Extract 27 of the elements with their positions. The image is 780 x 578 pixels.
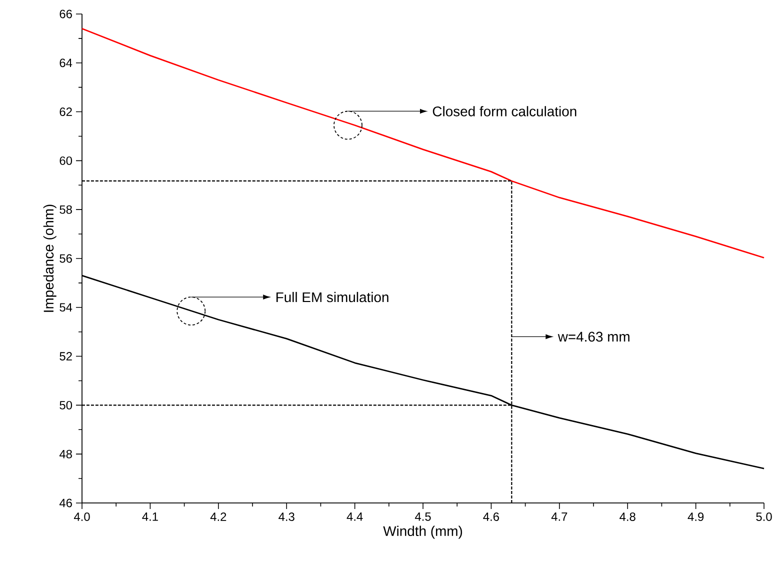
x-tick-label: 4.6 bbox=[483, 512, 499, 521]
x-tick-label: 4.3 bbox=[278, 512, 294, 521]
y-tick-label: 56 bbox=[60, 254, 72, 263]
y-axis-title: Impedance (ohm) bbox=[43, 204, 56, 312]
annotation: Full EM simulation bbox=[276, 292, 388, 302]
x-tick-label: 4.2 bbox=[210, 512, 226, 521]
x-tick-label: 5.0 bbox=[756, 512, 772, 521]
y-tick-label: 60 bbox=[60, 156, 72, 165]
y-tick-label: 52 bbox=[60, 352, 72, 361]
x-tick-label: 4.9 bbox=[688, 512, 704, 521]
x-tick-label: 4.1 bbox=[142, 512, 158, 521]
x-tick-label: 4.7 bbox=[551, 512, 568, 521]
x-axis-title: Windth (mm) bbox=[383, 526, 462, 539]
x-tick-label: 4.4 bbox=[346, 512, 363, 521]
y-tick-label: 62 bbox=[60, 108, 72, 116]
annotation: w=4.63 mm bbox=[558, 332, 630, 342]
y-tick-label: 46 bbox=[59, 498, 72, 508]
x-tick-label: 4.5 bbox=[414, 512, 431, 521]
y-tick-label: 50 bbox=[60, 400, 72, 410]
y-tick-label: 48 bbox=[59, 450, 72, 458]
x-tick-label: 4.0 bbox=[74, 512, 90, 521]
y-tick-label: 66 bbox=[60, 10, 72, 18]
x-tick-label: 4.8 bbox=[620, 512, 636, 521]
annotation: Closed form calculation bbox=[432, 106, 576, 116]
y-tick-label: 58 bbox=[60, 205, 72, 214]
y-tick-label: 64 bbox=[60, 58, 72, 68]
y-tick-label: 54 bbox=[60, 303, 72, 312]
